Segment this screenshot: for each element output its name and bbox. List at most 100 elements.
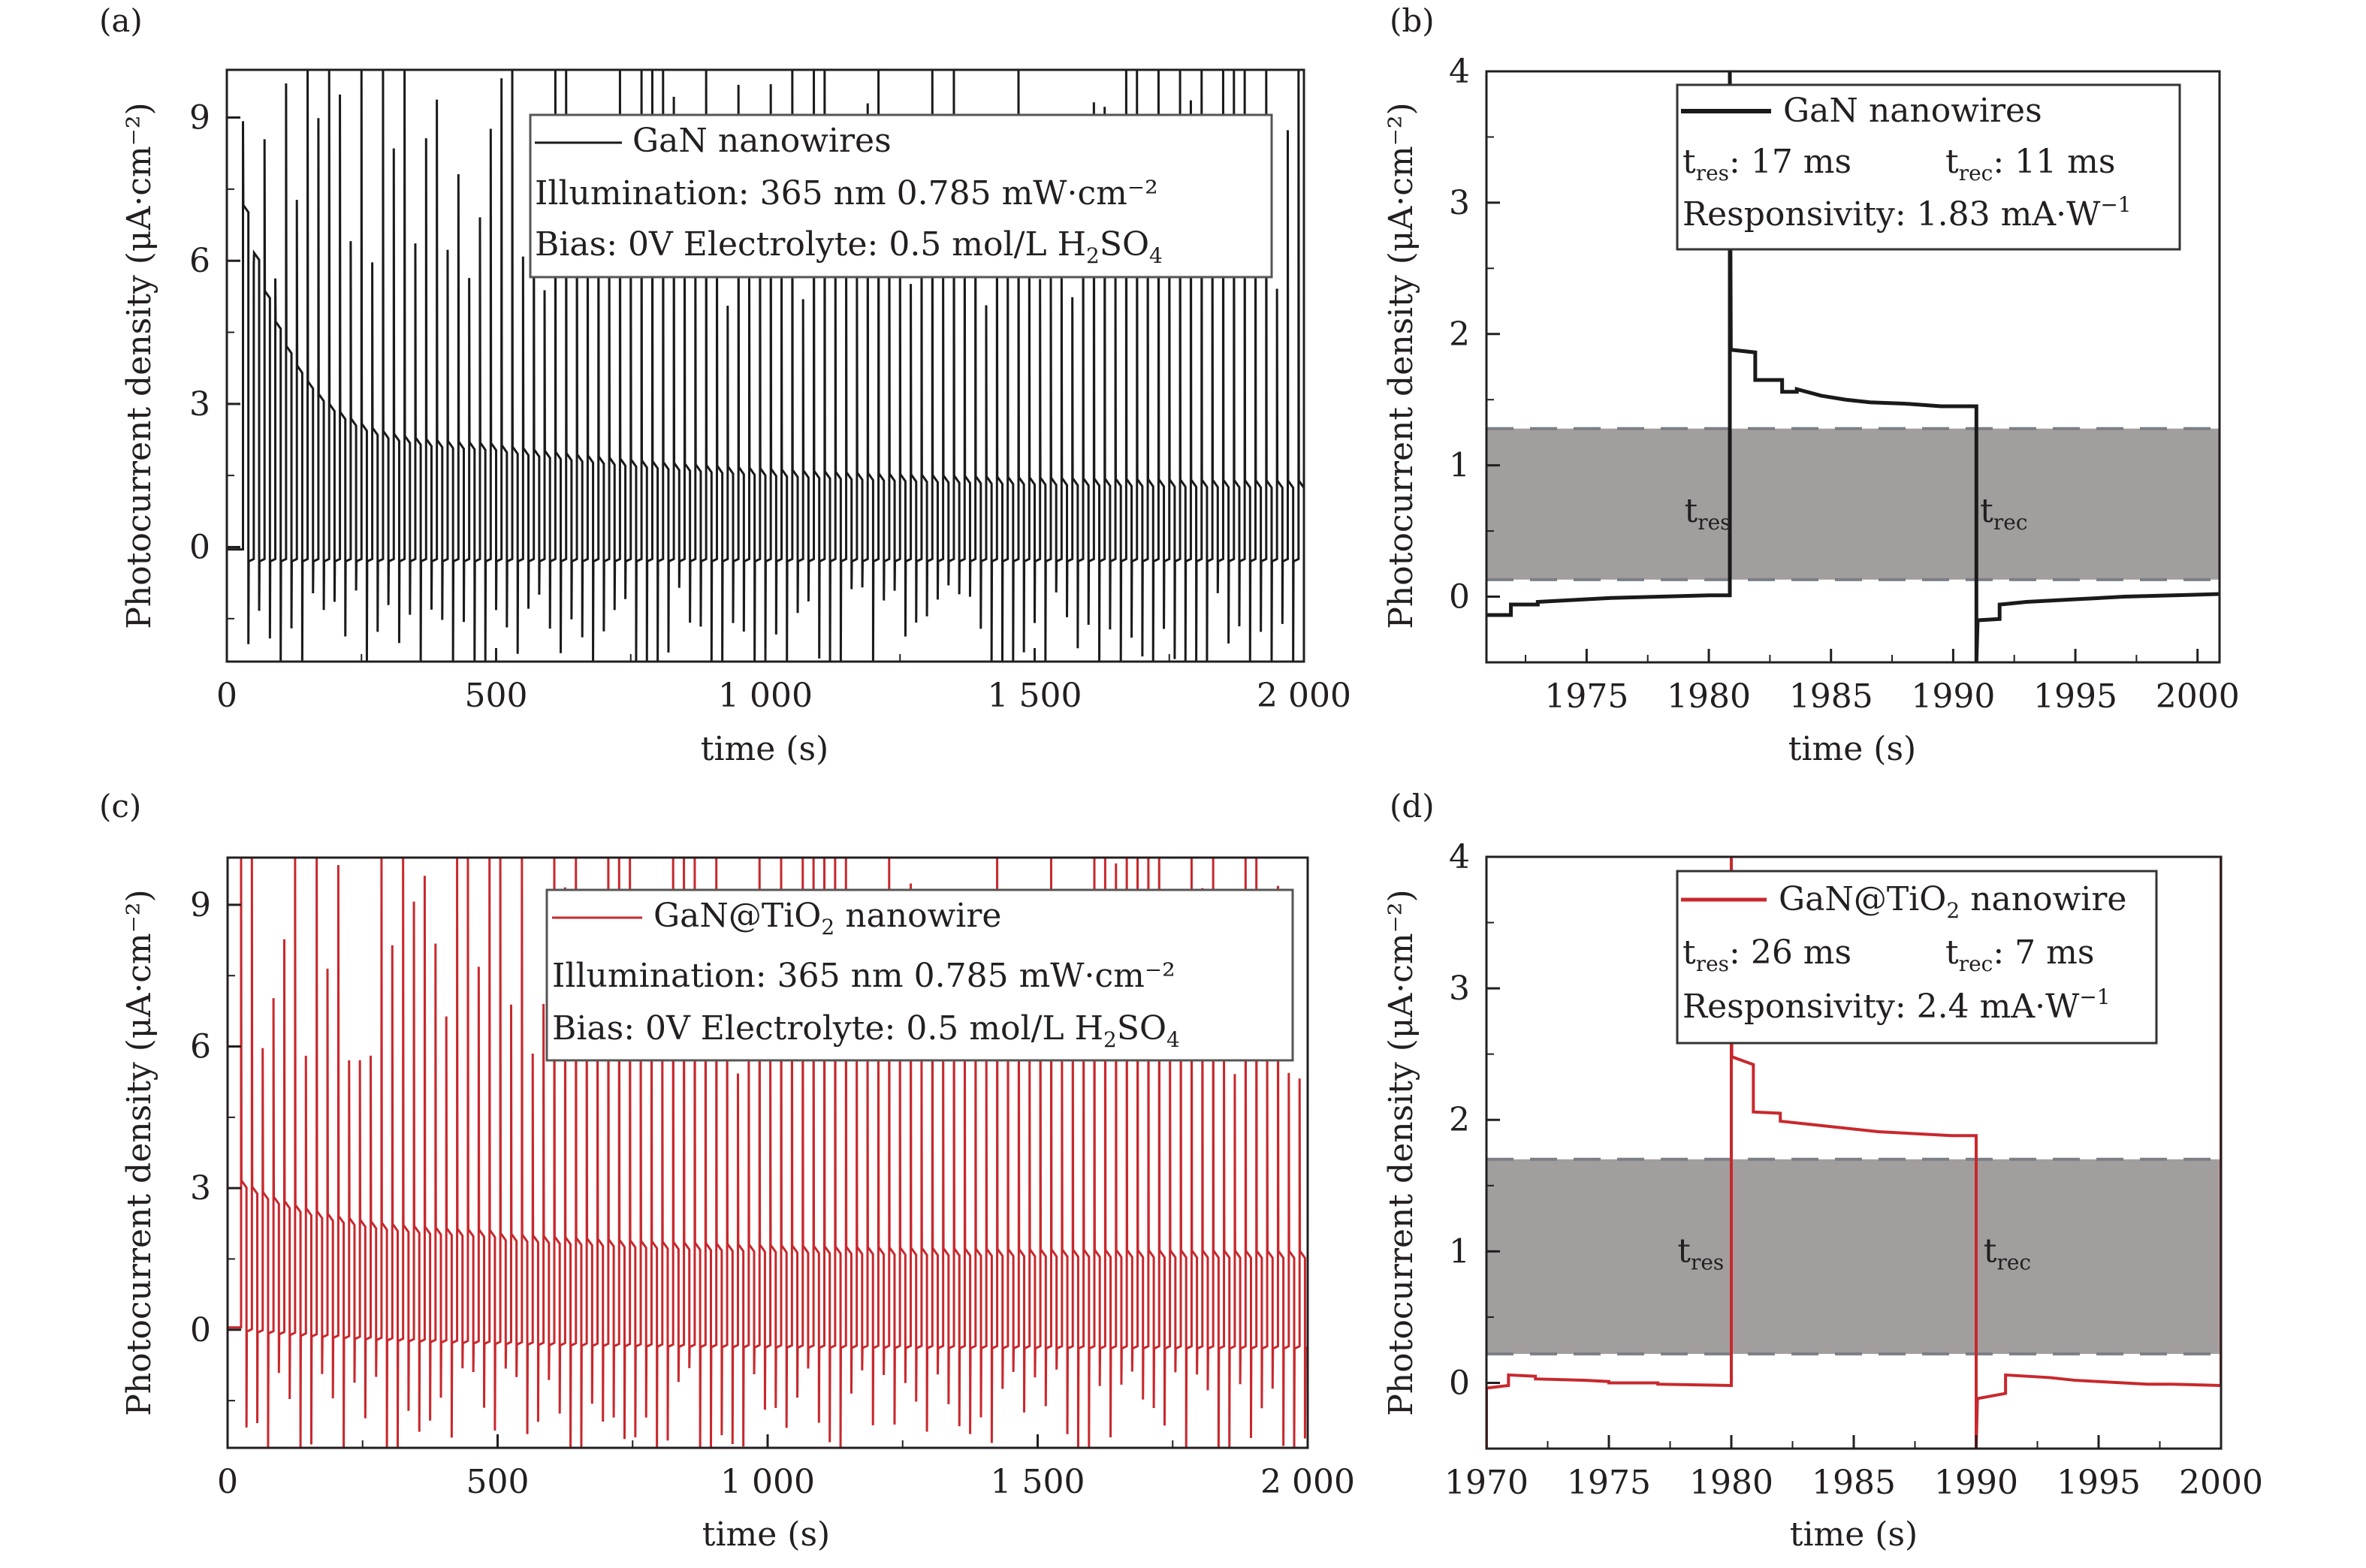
trec-sub-b: rec xyxy=(1959,161,1993,185)
y-tick-label-a: 3 xyxy=(189,385,210,424)
y-tick-label-c: 0 xyxy=(190,1311,211,1349)
legend-responsivity-d: Responsivity: 2.4 mA·W−1 xyxy=(1682,985,2111,1026)
legend-box-a xyxy=(529,113,1273,279)
tres-value-d: : 26 ms xyxy=(1729,933,1851,972)
trec-value-b: : 11 ms xyxy=(1993,143,2115,181)
x-axis-title-c: time (s) xyxy=(702,1515,830,1554)
legend-b: GaN nanowires tres: 17 ms trec: 11 ms Re… xyxy=(1676,83,2181,251)
x-tick-label-c: 1 500 xyxy=(991,1463,1085,1501)
x-tick-label-b: 1990 xyxy=(1911,677,1995,716)
legend-bias-mid-c: SO xyxy=(1117,1009,1166,1048)
legend-trec-b: trec: 11 ms xyxy=(1945,143,2115,185)
x-tick-label-c: 0 xyxy=(217,1463,238,1501)
x-tick-label-d: 1975 xyxy=(1567,1464,1651,1502)
x-tick-label-d: 2000 xyxy=(2179,1464,2263,1502)
legend-entry-b: GaN nanowires xyxy=(1783,92,2042,130)
legend-bias-sub1-c: 2 xyxy=(1103,1027,1117,1052)
legend-entry-prefix-d: GaN@TiO xyxy=(1779,880,1946,918)
x-tick-label-c: 2 000 xyxy=(1260,1463,1355,1501)
series-line-c xyxy=(228,858,1308,1448)
plot-frame-b xyxy=(1485,70,2221,664)
y-axis-title-a: Photocurrent density (μA·cm⁻²) xyxy=(120,102,158,629)
x-tick-label-b: 1975 xyxy=(1544,677,1628,716)
y-tick-label-a: 6 xyxy=(189,242,210,280)
panel-label-a: (a) xyxy=(99,2,143,39)
trec-main-d: t xyxy=(1945,933,1959,972)
tres-sub-b: res xyxy=(1696,161,1729,185)
x-axis-title-b: time (s) xyxy=(1788,730,1916,768)
x-tick-label-d: 1990 xyxy=(1934,1464,2018,1502)
annotation-rec-d: trec xyxy=(1984,1232,2031,1274)
panel-label-c: (c) xyxy=(99,788,141,825)
legend-entry-sub-d: 2 xyxy=(1946,898,1960,923)
y-tick-label-b: 3 xyxy=(1449,184,1470,222)
legend-bias-sub2-c: 4 xyxy=(1166,1027,1180,1052)
trec-main-b: t xyxy=(1945,143,1959,181)
x-tick-label-b: 1995 xyxy=(2033,677,2117,716)
legend-trec-d: trec: 7 ms xyxy=(1945,933,2094,976)
y-tick-label-b: 0 xyxy=(1449,578,1470,617)
panel-label-b: (b) xyxy=(1390,2,1435,39)
series-line-b xyxy=(1486,71,2220,662)
y-tick-label-d: 1 xyxy=(1449,1232,1470,1271)
responsivity-sup-d: −1 xyxy=(2079,985,2110,1009)
legend-responsivity-b: Responsivity: 1.83 mA·W−1 xyxy=(1682,192,2132,234)
x-tick-label-d: 1995 xyxy=(2057,1464,2141,1502)
y-tick-label-d: 2 xyxy=(1449,1101,1470,1139)
legend-bias-sub1-a: 2 xyxy=(1086,243,1100,268)
y-tick-label-b: 2 xyxy=(1449,315,1470,354)
legend-entry-c: GaN@TiO2 nanowire xyxy=(653,897,1001,939)
tres-main-b: t xyxy=(1682,143,1696,181)
legend-entry-a: GaN nanowires xyxy=(632,122,892,160)
tres-sub-d: res xyxy=(1696,951,1729,976)
x-tick-label-b: 1980 xyxy=(1667,677,1751,716)
y-tick-label-b: 1 xyxy=(1449,447,1470,485)
series-line-d xyxy=(1486,857,2221,1449)
trec-sub-d: rec xyxy=(1959,951,1993,976)
panel-c: 0 500 1 000 1 500 2 000 0 3 6 9 xyxy=(190,856,1355,1501)
responsivity-text-d: Responsivity: 2.4 mA·W xyxy=(1682,988,2080,1026)
legend-bias-prefix-a: Bias: 0V Electrolyte: 0.5 mol/L H xyxy=(535,225,1086,264)
y-tick-label-d: 0 xyxy=(1449,1364,1470,1402)
x-tick-label-b: 2000 xyxy=(2156,677,2240,716)
legend-entry-suffix-c: nanowire xyxy=(834,897,1001,935)
x-tick-label-b: 1985 xyxy=(1789,677,1873,716)
annotation-rec-b: trec xyxy=(1980,492,2027,535)
x-tick-label-d: 1980 xyxy=(1689,1464,1773,1502)
legend-box-c xyxy=(545,888,1294,1062)
legend-d: GaN@TiO2 nanowire tres: 26 ms trec: 7 ms… xyxy=(1676,870,2158,1045)
x-tick-label-c: 500 xyxy=(466,1463,530,1501)
annotation-res-b: tres xyxy=(1685,492,1731,535)
legend-illumination-a: Illumination: 365 nm 0.785 mW·cm⁻² xyxy=(535,174,1158,213)
tres-main-d: t xyxy=(1682,933,1696,972)
y-tick-label-c: 9 xyxy=(190,886,211,924)
y-tick-label-a: 9 xyxy=(189,99,210,137)
legend-a: GaN nanowires Illumination: 365 nm 0.785… xyxy=(529,113,1273,279)
x-tick-label-c: 1 000 xyxy=(720,1463,815,1501)
y-tick-label-c: 6 xyxy=(190,1028,211,1066)
threshold-band-d xyxy=(1486,1159,2221,1354)
y-tick-label-a: 0 xyxy=(189,528,210,566)
legend-entry-d: GaN@TiO2 nanowire xyxy=(1779,880,2126,923)
legend-entry-suffix-d: nanowire xyxy=(1960,880,2126,918)
y-tick-label-d: 4 xyxy=(1449,838,1470,876)
annotation-res-d: tres xyxy=(1677,1232,1724,1274)
x-tick-label-d: 1970 xyxy=(1444,1464,1529,1502)
responsivity-sup-b: −1 xyxy=(2100,192,2131,217)
x-tick-label-a: 2 000 xyxy=(1257,677,1351,715)
legend-c: GaN@TiO2 nanowire Illumination: 365 nm 0… xyxy=(545,888,1294,1062)
legend-entry-prefix-c: GaN@TiO xyxy=(653,897,821,935)
y-tick-label-c: 3 xyxy=(190,1169,211,1208)
series-line-a xyxy=(227,70,1304,662)
x-tick-label-a: 1 000 xyxy=(718,677,813,715)
legend-bias-a: Bias: 0V Electrolyte: 0.5 mol/L H2SO4 xyxy=(535,225,1163,268)
x-tick-label-a: 500 xyxy=(465,677,528,715)
y-axis-title-d: Photocurrent density (μA·cm⁻²) xyxy=(1382,889,1420,1416)
legend-tres-b: tres: 17 ms xyxy=(1682,143,1851,185)
y-tick-label-d: 3 xyxy=(1449,969,1470,1008)
x-tick-label-a: 1 500 xyxy=(988,677,1082,715)
tres-value-b: : 17 ms xyxy=(1729,143,1851,181)
y-tick-label-b: 4 xyxy=(1449,53,1470,91)
